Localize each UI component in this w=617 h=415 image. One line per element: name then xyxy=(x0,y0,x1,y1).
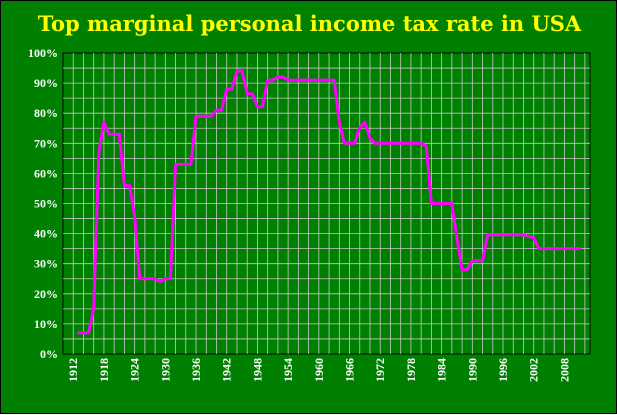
y-tick-label: 50% xyxy=(34,197,58,211)
x-tick-label: 1942 xyxy=(220,358,234,382)
gridlines xyxy=(63,53,590,354)
y-tick-label: 60% xyxy=(34,166,58,180)
x-tick-label: 1954 xyxy=(281,358,295,382)
y-tick-label: 10% xyxy=(34,317,58,331)
x-tick-label: 1972 xyxy=(373,358,387,382)
x-tick-label: 2002 xyxy=(527,358,541,382)
y-tick-label: 20% xyxy=(34,287,58,301)
y-tick-label: 100% xyxy=(28,46,58,60)
x-tick-label: 1966 xyxy=(343,358,357,382)
y-tick-label: 30% xyxy=(34,257,58,271)
chart-title: Top marginal personal income tax rate in… xyxy=(37,11,582,36)
x-tick-label: 1960 xyxy=(312,358,326,382)
y-tick-label: 0% xyxy=(40,347,58,361)
x-axis-tick-labels: 1912 1918 1924 1930 1936 1942 1948 1954 1960 1966… xyxy=(66,358,571,382)
y-axis-tick-labels: 0% 10% 20% 30% 40% 50% 60% 70% 80% 90% 100% xyxy=(28,46,58,361)
x-tick-label: 1936 xyxy=(189,358,203,382)
x-tick-label: 1984 xyxy=(435,358,449,382)
series-line xyxy=(76,69,582,335)
x-tick-label: 1924 xyxy=(128,358,142,382)
series-layer xyxy=(76,69,582,335)
x-tick-label: 1948 xyxy=(250,358,264,382)
x-tick-label: 2008 xyxy=(557,358,571,382)
x-tick-label: 1996 xyxy=(496,358,510,382)
x-tick-label: 1990 xyxy=(465,358,479,382)
y-tick-label: 70% xyxy=(34,136,58,150)
x-tick-label: 1918 xyxy=(97,358,111,382)
y-tick-label: 40% xyxy=(34,227,58,241)
y-tick-label: 90% xyxy=(34,76,58,90)
y-tick-label: 80% xyxy=(34,106,58,120)
x-tick-label: 1930 xyxy=(158,358,172,382)
x-tick-label: 1912 xyxy=(66,358,80,382)
x-tick-label: 1978 xyxy=(404,358,418,382)
